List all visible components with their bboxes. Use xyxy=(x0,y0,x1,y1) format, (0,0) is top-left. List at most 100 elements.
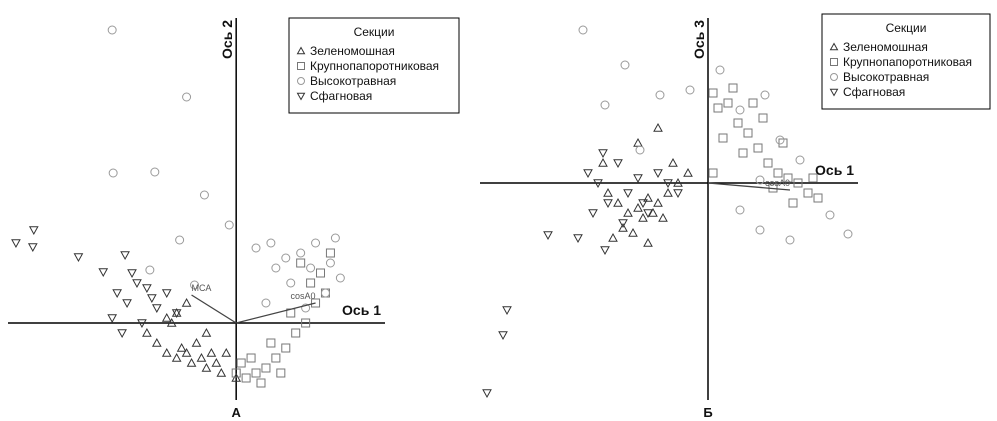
point xyxy=(182,92,192,102)
legend-label: Сфагновая xyxy=(843,85,905,99)
point xyxy=(281,253,291,263)
point xyxy=(733,118,743,128)
point xyxy=(150,167,160,177)
point xyxy=(668,157,678,167)
point xyxy=(325,258,335,268)
point xyxy=(266,338,276,348)
point xyxy=(643,192,653,202)
point xyxy=(593,179,603,189)
legend-label: Зеленомошная xyxy=(310,44,395,58)
point xyxy=(311,298,321,308)
point xyxy=(600,246,610,256)
vector-label: cosA0 xyxy=(765,178,790,188)
point xyxy=(775,135,785,145)
point xyxy=(132,279,142,289)
point xyxy=(117,329,127,339)
point xyxy=(296,46,306,55)
point xyxy=(190,280,200,290)
point xyxy=(588,209,598,219)
point xyxy=(27,243,38,253)
point xyxy=(231,368,241,378)
legend-label: Сфагновая xyxy=(310,89,372,103)
legend-box xyxy=(821,13,991,110)
point xyxy=(713,103,723,113)
point xyxy=(673,189,683,199)
point xyxy=(301,318,311,328)
point xyxy=(498,331,508,341)
point xyxy=(316,268,326,278)
point xyxy=(291,328,301,338)
point xyxy=(127,269,137,279)
point xyxy=(301,303,311,313)
point xyxy=(613,197,623,207)
point xyxy=(620,60,630,70)
point xyxy=(683,167,693,177)
point xyxy=(502,306,512,316)
point xyxy=(603,199,613,209)
legend-label: Высокотравная xyxy=(843,70,929,84)
point xyxy=(760,90,770,100)
point xyxy=(808,173,818,183)
point xyxy=(246,353,256,363)
point xyxy=(638,212,648,222)
point xyxy=(261,363,271,373)
point xyxy=(728,83,738,93)
x-axis-label: Ось 1 xyxy=(342,302,381,318)
legend-title: Секции xyxy=(354,25,395,39)
point xyxy=(199,190,209,200)
point xyxy=(653,122,663,132)
point xyxy=(161,312,172,322)
point xyxy=(151,304,162,314)
point xyxy=(618,222,628,232)
point xyxy=(633,137,643,147)
point xyxy=(735,205,745,215)
point xyxy=(166,317,177,327)
point xyxy=(598,157,608,167)
legend-label: Зеленомошная xyxy=(843,40,928,54)
point xyxy=(231,372,242,382)
point xyxy=(633,202,643,212)
loading-vector xyxy=(236,302,316,324)
point xyxy=(161,289,172,299)
point xyxy=(773,168,783,178)
point xyxy=(578,25,588,35)
legend: Секции ЗеленомошнаяКрупнопапоротниковаяВы… xyxy=(821,13,991,110)
point xyxy=(788,198,798,208)
point xyxy=(663,187,673,197)
point xyxy=(211,357,222,367)
point xyxy=(715,65,725,75)
point xyxy=(708,168,718,178)
point xyxy=(325,248,335,258)
point xyxy=(543,231,553,241)
point xyxy=(296,258,306,268)
point xyxy=(738,148,748,158)
point xyxy=(628,227,638,237)
x-axis-label: Ось 1 xyxy=(815,162,854,178)
point xyxy=(236,358,246,368)
point xyxy=(755,175,765,185)
point xyxy=(171,309,182,319)
point xyxy=(735,105,745,115)
point xyxy=(813,193,823,203)
point xyxy=(201,362,212,372)
legend-label: Крупнопапоротниковая xyxy=(843,55,972,69)
point xyxy=(655,90,665,100)
point xyxy=(603,187,613,197)
legend-box xyxy=(288,17,460,114)
point xyxy=(311,238,321,248)
point xyxy=(573,234,583,244)
point xyxy=(281,343,291,353)
point xyxy=(171,352,182,362)
point xyxy=(633,174,643,184)
point xyxy=(147,294,157,304)
point xyxy=(186,357,197,367)
point xyxy=(758,113,768,123)
point xyxy=(261,298,271,308)
point xyxy=(643,209,653,219)
point xyxy=(763,158,773,168)
point xyxy=(256,378,266,388)
point xyxy=(266,238,276,248)
point xyxy=(206,347,217,357)
legend: Секции ЗеленомошнаяКрупнопапоротниковаяВы… xyxy=(288,17,460,114)
